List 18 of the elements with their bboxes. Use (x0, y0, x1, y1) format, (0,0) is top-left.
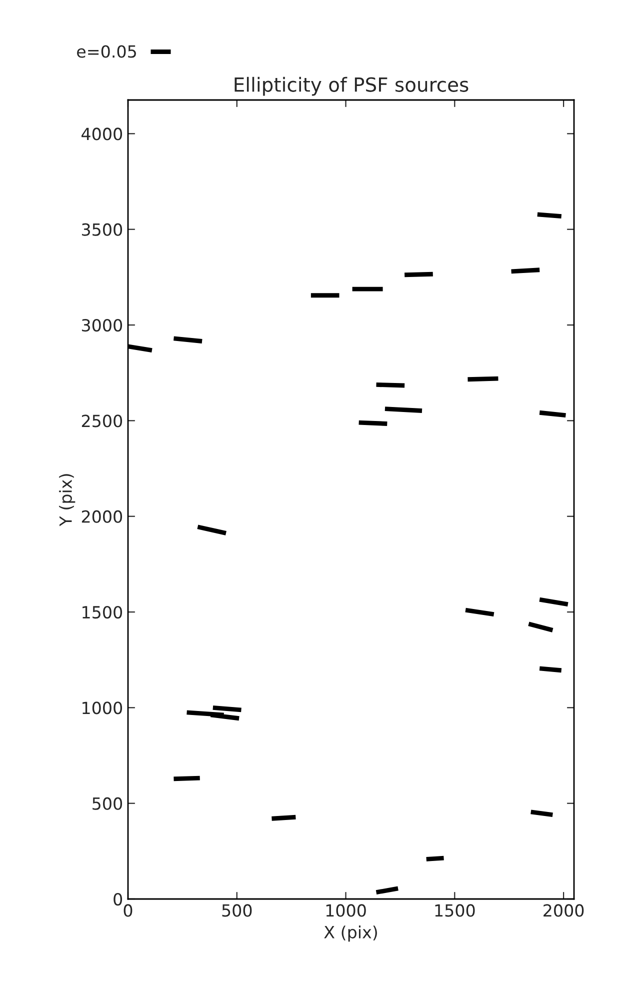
y-tick-label: 0 (114, 892, 122, 906)
y-tick-label: 3000 (82, 318, 122, 332)
x-tick-label: 1500 (435, 904, 475, 917)
y-tick-label: 4000 (82, 128, 122, 140)
x-axis-title: X (pix) (324, 926, 377, 942)
y-tick-label: 1500 (82, 606, 122, 619)
y-tick-label: 2500 (82, 414, 122, 428)
chart-title: Ellipticity of PSF sources (234, 76, 468, 96)
x-tick-label: 1000 (326, 904, 366, 917)
x-tick-label: 500 (222, 904, 252, 917)
x-tick-label: 2000 (544, 904, 584, 917)
y-tick-label: 3500 (82, 223, 122, 236)
y-tick-label: 500 (92, 797, 122, 810)
x-tick-label: 0 (124, 904, 132, 917)
y-tick-label: 2000 (82, 510, 122, 523)
legend-label: e=0.05 (77, 45, 136, 58)
y-tick-label: 1000 (82, 702, 122, 714)
y-axis-title: Y (pix) (59, 474, 76, 526)
